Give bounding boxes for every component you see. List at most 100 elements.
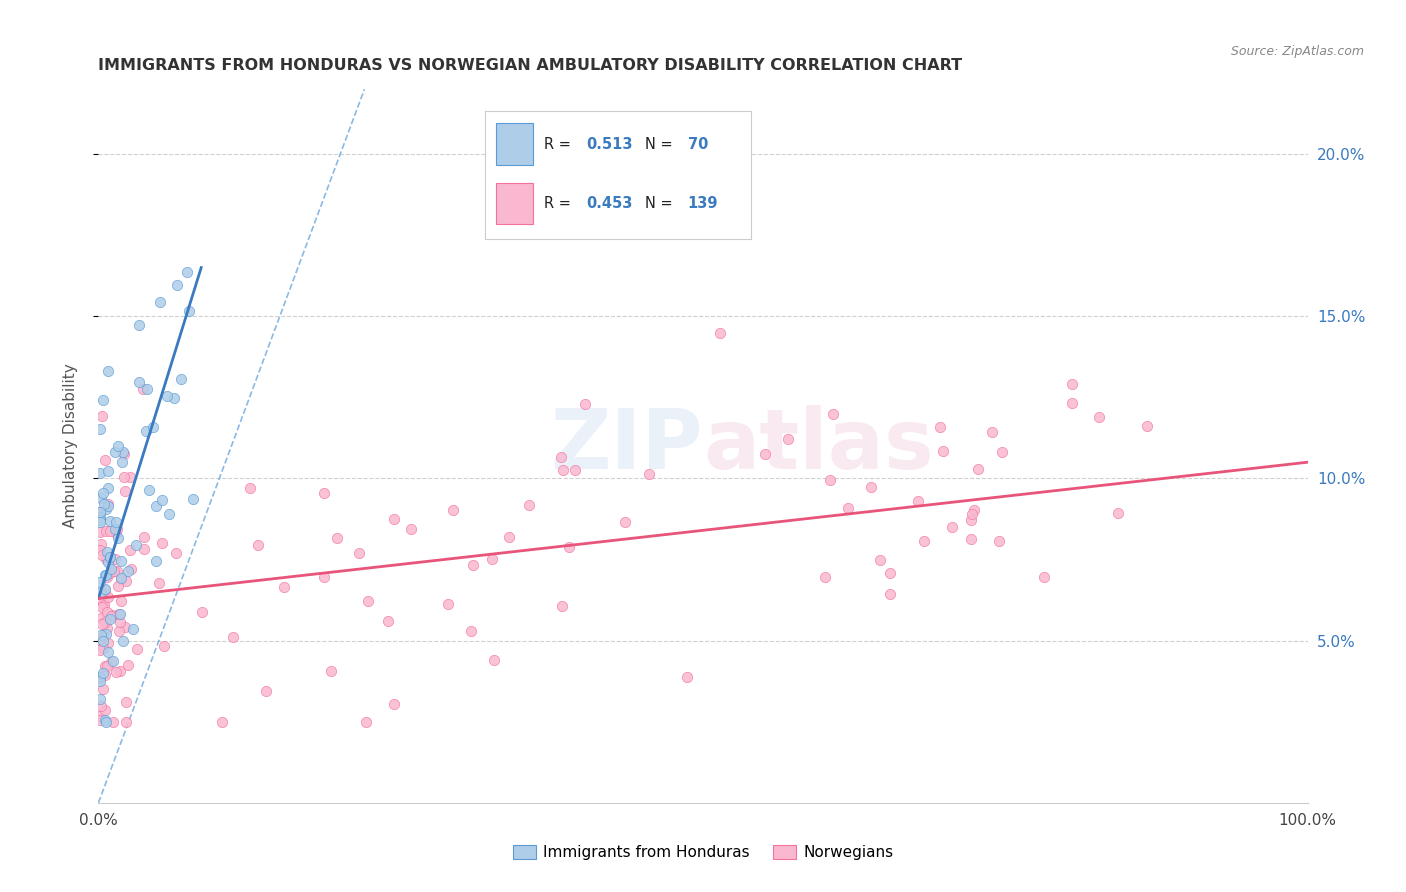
Point [907,494,929,508]
Point [325,531,347,545]
Point [94,567,117,582]
Point [89,513,111,527]
Point [110,571,132,585]
Point [163,392,186,406]
Point [90,409,112,424]
Point [90,491,112,506]
Point [153,639,176,653]
Y-axis label: Ambulatory Disability: Ambulatory Disability [63,364,77,528]
Point [165,546,187,560]
Point [89,422,111,436]
Point [776,432,799,446]
Point [190,605,212,619]
Point [114,483,136,498]
Point [481,551,503,566]
Text: atlas: atlas [703,406,934,486]
Point [94,667,117,681]
Point [564,463,586,477]
Point [104,526,127,541]
Point [112,446,135,460]
Point [89,505,111,519]
Point [273,580,295,594]
Point [103,654,125,668]
Point [93,497,115,511]
Point [90,610,112,624]
Point [114,695,136,709]
Point [91,596,114,610]
Point [94,582,117,597]
Point [91,634,114,648]
Point [108,607,131,622]
Point [959,513,981,527]
Point [347,546,370,560]
Point [97,555,120,569]
Point [110,594,132,608]
Point [100,549,122,564]
Point [98,566,121,581]
Point [89,670,111,684]
Point [132,382,155,396]
Point [94,452,117,467]
Point [638,467,661,482]
Point [90,628,112,642]
Point [837,501,859,516]
Point [382,512,405,526]
Point [869,553,891,567]
Point [91,681,114,696]
Point [110,572,132,586]
Point [101,714,124,729]
Point [89,505,111,519]
Point [98,515,121,529]
Point [96,570,118,584]
Point [879,566,901,580]
Point [96,658,118,673]
Point [148,575,170,590]
Point [108,615,131,630]
Point [860,480,883,494]
Text: ZIP: ZIP [551,406,703,486]
Point [981,425,1004,439]
Point [110,554,132,568]
Point [181,492,204,507]
Point [551,599,574,613]
Legend: Immigrants from Honduras, Norwegians: Immigrants from Honduras, Norwegians [506,839,900,866]
Point [115,714,138,729]
Point [517,498,540,512]
Point [122,623,145,637]
Point [111,455,134,469]
Point [932,443,955,458]
Point [97,644,120,658]
Point [91,600,114,615]
Point [962,502,984,516]
Point [1062,377,1084,392]
Point [89,674,111,689]
Point [1088,410,1111,425]
Text: IMMIGRANTS FROM HONDURAS VS NORWEGIAN AMBULATORY DISABILITY CORRELATION CHART: IMMIGRANTS FROM HONDURAS VS NORWEGIAN AM… [98,58,963,73]
Point [105,564,128,578]
Point [90,699,112,714]
Point [97,464,120,478]
Point [97,364,120,378]
Point [89,543,111,558]
Point [928,420,950,434]
Point [89,574,111,589]
Point [93,393,115,408]
Point [89,671,111,685]
Point [104,515,127,529]
Point [966,461,988,475]
Point [94,615,117,629]
Point [709,326,731,340]
Point [89,633,111,648]
Point [312,570,335,584]
Point [108,607,131,622]
Point [820,474,842,488]
Point [177,304,200,318]
Point [94,626,117,640]
Point [463,558,485,572]
Point [111,634,134,648]
Point [941,520,963,534]
Point [114,620,136,634]
Point [96,524,118,538]
Point [156,389,179,403]
Point [436,597,458,611]
